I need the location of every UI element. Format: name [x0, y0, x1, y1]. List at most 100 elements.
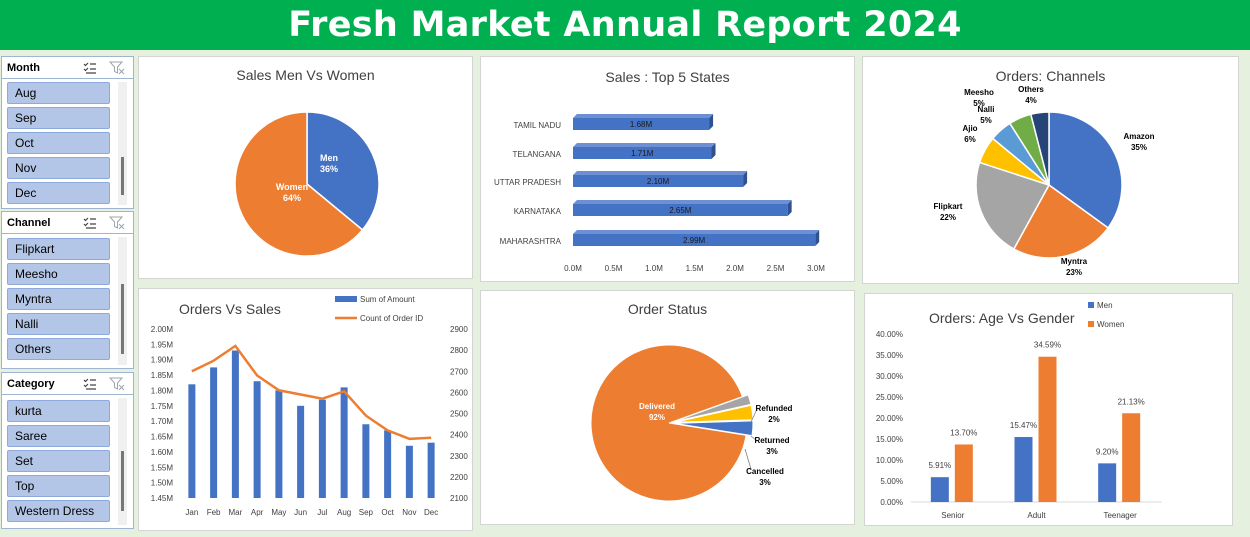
bar [573, 147, 712, 159]
bar [1014, 437, 1033, 502]
multi-select-icon[interactable] [83, 216, 97, 230]
y-tick-label: 20.00% [876, 414, 903, 423]
slicer-item-set[interactable]: Set [7, 450, 110, 472]
y-left-tick-label: 1.75M [151, 402, 174, 411]
y-left-tick-label: 1.45M [151, 494, 174, 503]
y-tick-label: 40.00% [876, 330, 903, 339]
pie-value-label: 3% [759, 478, 771, 487]
x-tick-label: 1.5M [686, 264, 704, 273]
order-status-chart-card[interactable]: Order Status Delivered 92% Refunded 2% Retur… [480, 290, 855, 525]
bar [573, 175, 744, 187]
slicer-item-nov[interactable]: Nov [7, 157, 110, 179]
y-right-tick-label: 2300 [450, 452, 468, 461]
category-slicer-header: Category [2, 373, 133, 395]
x-tick-label: 1.0M [645, 264, 663, 273]
legend-label: Women [1097, 320, 1124, 329]
pie-value-label: 23% [1066, 268, 1082, 277]
category-slicer-title: Category [7, 377, 55, 390]
pie-label: Nalli [978, 105, 995, 114]
bar [930, 477, 949, 502]
channels-chart-card[interactable]: Orders: Channels Amazon 35% Myntra 23% Flipk… [862, 56, 1239, 284]
chart-title: Orders: Channels [995, 68, 1106, 84]
x-tick-label: Jun [294, 508, 307, 517]
x-tick-label: 2.5M [767, 264, 785, 273]
bar [573, 204, 788, 216]
bar-value-label: 34.59% [1034, 341, 1061, 350]
y-right-tick-label: 2200 [450, 473, 468, 482]
slicer-item-saree[interactable]: Saree [7, 425, 110, 447]
pie-label: Women [276, 182, 308, 192]
pie-label: Flipkart [934, 202, 963, 211]
pie-label: Myntra [1061, 257, 1088, 266]
month-slicer-title: Month [7, 61, 40, 74]
chart-title: Sales Men Vs Women [236, 67, 375, 83]
pie-label: Ajio [962, 124, 977, 133]
top-states-chart-card[interactable]: Sales : Top 5 States TAMIL NADU 1.68M TELA… [480, 56, 855, 282]
bar-top [573, 171, 748, 175]
slicer-item-aug[interactable]: Aug [7, 82, 110, 104]
y-left-tick-label: 1.85M [151, 371, 174, 380]
x-tick-label: Jan [185, 508, 198, 517]
month-scrollbar[interactable] [118, 82, 127, 205]
slicer-item-western-dress[interactable]: Western Dress [7, 500, 110, 522]
x-tick-label: Feb [207, 508, 221, 517]
orders-sales-chart-card[interactable]: Orders Vs Sales 2.00M 1.95M 1.90M 1.85M 1.80… [138, 288, 473, 531]
slicer-item-sep[interactable]: Sep [7, 107, 110, 129]
clear-filter-icon[interactable] [109, 377, 125, 391]
y-right-tick-label: 2900 [450, 325, 468, 334]
bar [1098, 463, 1117, 502]
pie-value-label: 92% [649, 413, 665, 422]
y-tick-label: 25.00% [876, 393, 903, 402]
multi-select-icon[interactable] [83, 377, 97, 391]
pie-value-label: 5% [973, 99, 985, 108]
x-tick-label: Nov [402, 508, 416, 517]
slicer-item-kurta[interactable]: kurta [7, 400, 110, 422]
category-scrollbar-thumb[interactable] [121, 451, 124, 511]
bar-value-label: 2.65M [669, 206, 692, 215]
x-tick-label: 3.0M [807, 264, 825, 273]
pie-value-label: 35% [1131, 143, 1147, 152]
leader-line [750, 408, 758, 423]
line-series [191, 344, 432, 441]
legend-label: Men [1097, 301, 1113, 310]
bar-value-label: 1.71M [631, 149, 654, 158]
bar [231, 350, 239, 498]
pie-value-label: 6% [964, 135, 976, 144]
channel-scrollbar-thumb[interactable] [121, 284, 124, 354]
month-slicer: Month Aug Sep Oct Nov Dec [1, 56, 134, 209]
slicer-item-oct[interactable]: Oct [7, 132, 110, 154]
bar [573, 234, 816, 246]
slicer-item-others[interactable]: Others [7, 338, 110, 360]
x-tick-label: Jul [317, 508, 327, 517]
x-tick-label: Oct [381, 508, 394, 517]
men-women-chart-card[interactable]: Sales Men Vs Women Men 36% Women 64% [138, 56, 473, 279]
pie-label: Men [320, 153, 338, 163]
category-slicer: Category kurta Saree Set Top Western Dre… [1, 372, 134, 529]
y-left-tick-label: 1.60M [151, 448, 174, 457]
slicer-item-top[interactable]: Top [7, 475, 110, 497]
clear-filter-icon[interactable] [109, 216, 125, 230]
age-gender-chart-card[interactable]: Orders: Age Vs Gender 40.00% 35.00% 30.00%… [864, 293, 1233, 526]
bar [275, 390, 283, 498]
x-tick-label: Adult [1027, 511, 1046, 520]
bar-value-label: 15.47% [1010, 421, 1037, 430]
y-tick-label: 35.00% [876, 351, 903, 360]
slicer-item-myntra[interactable]: Myntra [7, 288, 110, 310]
month-scrollbar-thumb[interactable] [121, 157, 124, 195]
slicer-item-dec[interactable]: Dec [7, 182, 110, 204]
pie-slice-flipkart [975, 161, 1051, 250]
bar [954, 444, 973, 502]
pie-label: Cancelled [746, 467, 784, 476]
slicer-item-flipkart[interactable]: Flipkart [7, 238, 110, 260]
slicer-item-nalli[interactable]: Nalli [7, 313, 110, 335]
multi-select-icon[interactable] [83, 61, 97, 75]
bar [340, 387, 348, 498]
bar-category-label: TELANGANA [513, 150, 562, 159]
clear-filter-icon[interactable] [109, 61, 125, 75]
channel-slicer: Channel Flipkart Meesho Myntra Nalli Oth… [1, 211, 134, 369]
bar [384, 430, 392, 498]
slicer-item-meesho[interactable]: Meesho [7, 263, 110, 285]
chart-title: Orders: Age Vs Gender [929, 310, 1075, 326]
y-tick-label: 30.00% [876, 372, 903, 381]
pie-label: Meesho [964, 88, 994, 97]
